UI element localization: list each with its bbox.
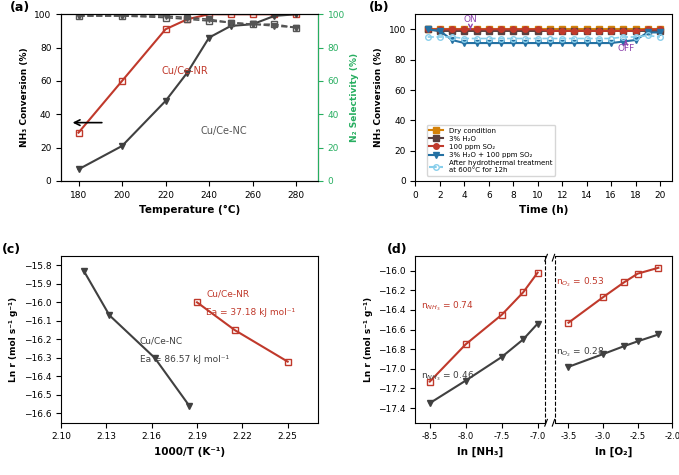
X-axis label: Time (h): Time (h) (519, 205, 568, 215)
Y-axis label: N₂ Selectivity (%): N₂ Selectivity (%) (350, 53, 359, 142)
Text: Cu/Ce-NC: Cu/Ce-NC (200, 126, 247, 136)
Y-axis label: NH₃ Conversion (%): NH₃ Conversion (%) (374, 48, 383, 147)
Text: Ea = 86.57 kJ mol⁻¹: Ea = 86.57 kJ mol⁻¹ (140, 355, 229, 364)
Text: n$_{O_2}$ = 0.53: n$_{O_2}$ = 0.53 (556, 276, 604, 289)
Legend: Dry condition, 3% H₂O, 100 ppm SO₂, 3% H₂O + 100 ppm SO₂, After hydrothermal tre: Dry condition, 3% H₂O, 100 ppm SO₂, 3% H… (426, 125, 555, 176)
Text: ON: ON (464, 15, 477, 29)
Text: Cu/Ce-NC: Cu/Ce-NC (140, 336, 183, 345)
Text: n$_{NH_3}$ = 0.74: n$_{NH_3}$ = 0.74 (421, 299, 474, 313)
X-axis label: Temperature (°C): Temperature (°C) (139, 205, 240, 215)
X-axis label: ln [O₂]: ln [O₂] (595, 447, 632, 457)
Text: (d): (d) (387, 243, 407, 256)
Text: (a): (a) (10, 1, 30, 14)
Text: Cu/Ce-NR: Cu/Ce-NR (206, 290, 249, 299)
Y-axis label: Ln r (mol s⁻¹ g⁻¹): Ln r (mol s⁻¹ g⁻¹) (363, 297, 373, 382)
Text: Cu/Ce-NR: Cu/Ce-NR (161, 66, 208, 76)
Text: OFF: OFF (617, 41, 634, 53)
Text: Ea = 37.18 kJ mol⁻¹: Ea = 37.18 kJ mol⁻¹ (206, 308, 295, 317)
Text: (c): (c) (2, 243, 21, 256)
Y-axis label: Ln r (mol s⁻¹ g⁻¹): Ln r (mol s⁻¹ g⁻¹) (10, 297, 18, 382)
Y-axis label: NH₃ Conversion (%): NH₃ Conversion (%) (20, 48, 29, 147)
Text: n$_{O_2}$ = 0.28: n$_{O_2}$ = 0.28 (556, 345, 604, 359)
Text: n$_{NH_3}$ = 0.46: n$_{NH_3}$ = 0.46 (421, 370, 475, 383)
X-axis label: 1000/T (K⁻¹): 1000/T (K⁻¹) (154, 447, 225, 457)
Text: (b): (b) (369, 1, 390, 14)
X-axis label: ln [NH₃]: ln [NH₃] (457, 447, 503, 457)
